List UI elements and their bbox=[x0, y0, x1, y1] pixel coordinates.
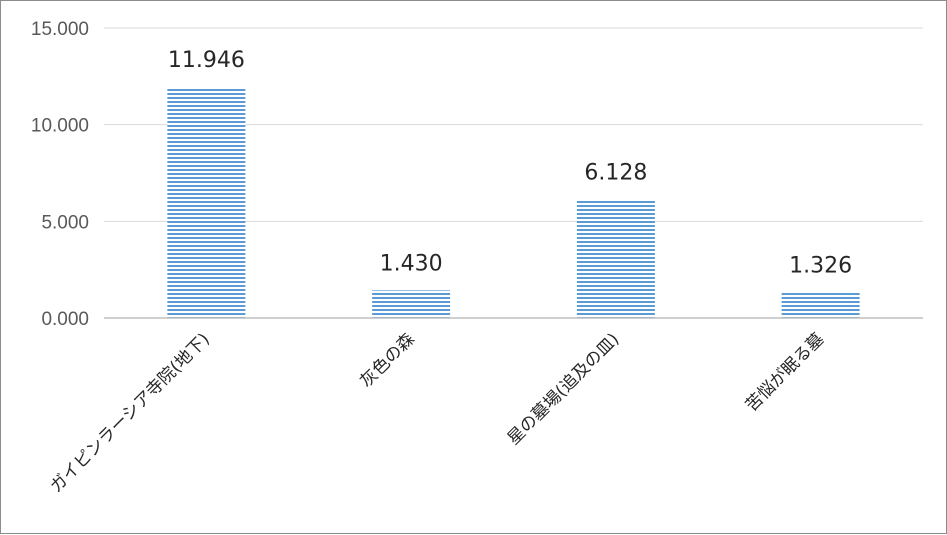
bar bbox=[167, 87, 246, 318]
y-tick-label: 10.000 bbox=[31, 116, 89, 137]
y-tick-label: 15.000 bbox=[31, 19, 89, 40]
data-label: 11.946 bbox=[168, 48, 245, 73]
x-tick-label: 苦悩が眠る墓 bbox=[742, 329, 828, 415]
x-tick-label: ガイピンラーシア寺院(地下) bbox=[46, 329, 214, 497]
data-label: 1.430 bbox=[380, 251, 443, 276]
data-label: 6.128 bbox=[584, 161, 647, 186]
bars bbox=[167, 87, 860, 318]
bar bbox=[781, 292, 860, 318]
bar bbox=[576, 199, 655, 318]
bar bbox=[372, 290, 451, 318]
y-tick-label: 5.000 bbox=[41, 212, 89, 233]
x-tick-label: 星の墓場(追及の皿) bbox=[504, 329, 624, 449]
data-label: 1.326 bbox=[789, 253, 852, 278]
x-tick-label: 灰色の森 bbox=[356, 329, 418, 391]
labels: 0.000 5.000 10.000 15.000 11.946 ガイピンラーシア寺院(地… bbox=[31, 19, 852, 497]
y-tick-label: 0.000 bbox=[41, 309, 89, 330]
